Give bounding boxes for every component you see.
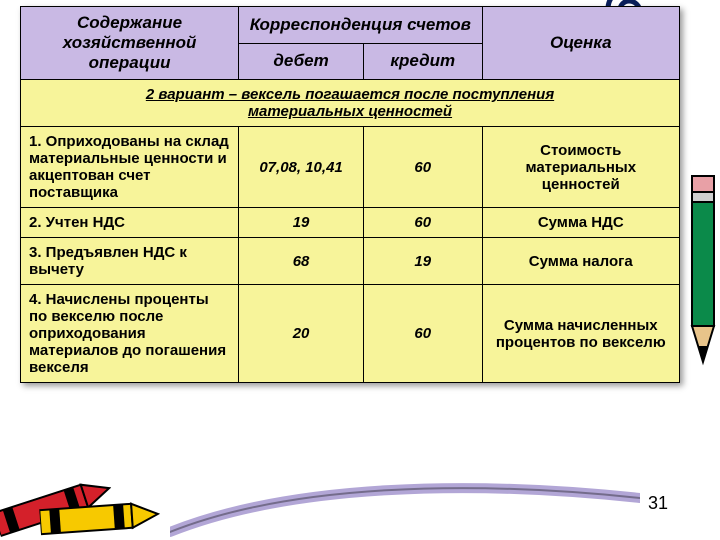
cell-desc: 3. Предъявлен НДС к вычету: [21, 238, 239, 285]
th-operation: Содержание хозяйственной операции: [21, 7, 239, 80]
cell-credit: 60: [364, 285, 483, 383]
th-debit: дебет: [239, 43, 364, 80]
cell-eval: Сумма НДС: [482, 208, 680, 238]
cell-debit: 19: [239, 208, 364, 238]
crayon-yellow-icon: [39, 494, 161, 540]
table-row: 1. Оприходованы на склад материальные це…: [21, 127, 680, 208]
cell-eval: Стоимость материальных ценностей: [482, 127, 680, 208]
cell-eval: Сумма начисленных процентов по векселю: [482, 285, 680, 383]
th-credit: кредит: [364, 43, 483, 80]
th-evaluation: Оценка: [482, 7, 680, 80]
cell-eval: Сумма налога: [482, 238, 680, 285]
cell-desc: 2. Учтен НДС: [21, 208, 239, 238]
table-row: 2. Учтен НДС 19 60 Сумма НДС: [21, 208, 680, 238]
cell-desc: 1. Оприходованы на склад материальные це…: [21, 127, 239, 208]
section-heading: 2 вариант – вексель погашается после пос…: [21, 80, 680, 127]
cell-debit: 20: [239, 285, 364, 383]
cell-credit: 60: [364, 208, 483, 238]
cell-debit: 68: [239, 238, 364, 285]
section-line1: 2 вариант – вексель погашается после пос…: [146, 86, 554, 103]
cell-desc: 4. Начислены проценты по векселю после о…: [21, 285, 239, 383]
table-row: 4. Начислены проценты по векселю после о…: [21, 285, 680, 383]
cell-credit: 19: [364, 238, 483, 285]
cell-credit: 60: [364, 127, 483, 208]
accounting-table: Содержание хозяйственной операции Коррес…: [20, 6, 680, 383]
cell-debit: 07,08, 10,41: [239, 127, 364, 208]
section-line2: материальных ценностей: [248, 103, 452, 120]
swoosh-icon: [170, 474, 640, 540]
page-number: 31: [648, 493, 668, 514]
table-row: 3. Предъявлен НДС к вычету 68 19 Сумма н…: [21, 238, 680, 285]
pencil-icon: [686, 170, 720, 370]
th-correspondence: Корреспонденция счетов: [239, 7, 482, 44]
